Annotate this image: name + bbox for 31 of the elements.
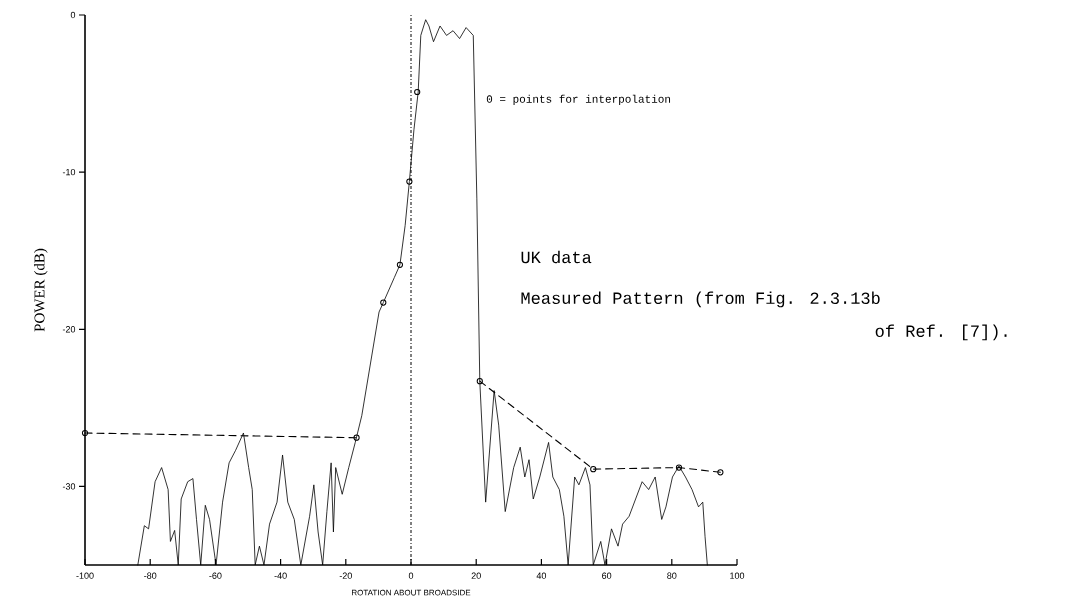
point xyxy=(414,88,421,96)
x-tick-label: 20 xyxy=(471,572,481,579)
y-tick-label: -20 xyxy=(62,326,76,333)
y-tick-label: -10 xyxy=(62,168,76,176)
y-tick-label: -30 xyxy=(62,483,76,490)
x-tick-label: 40 xyxy=(536,572,547,579)
point xyxy=(380,299,387,306)
x-tick-label: 80 xyxy=(667,572,677,579)
point xyxy=(81,429,89,437)
x-tick-label: -60 xyxy=(209,572,222,579)
annotation: UK data xyxy=(521,250,592,264)
x-tick-label: -20 xyxy=(339,572,352,579)
x-tick-label: -100 xyxy=(76,572,94,579)
annotation: 0 = points for interpolation xyxy=(486,94,671,105)
x-tick-label: 0 xyxy=(408,572,414,579)
x-tick-label: 60 xyxy=(602,572,612,579)
x-tick-label: -80 xyxy=(144,572,157,579)
point xyxy=(353,434,360,441)
point xyxy=(476,378,483,385)
y-tick-label: 0 xyxy=(70,11,76,19)
point xyxy=(406,178,413,185)
x-tick-label: 100 xyxy=(730,572,745,579)
point xyxy=(590,466,597,473)
x-axis-title: ROTATION ABOUT BROADSIDE xyxy=(352,589,471,596)
x-tick-label: -40 xyxy=(274,572,287,579)
point xyxy=(396,261,404,268)
text: of Ref. [7]). xyxy=(875,324,1007,341)
y-axis-title: POWER (dB) xyxy=(34,248,48,332)
annotation: Measured Pattern (from Fig. 2.3.13b xyxy=(521,291,880,308)
point xyxy=(675,464,683,471)
point xyxy=(717,469,724,476)
